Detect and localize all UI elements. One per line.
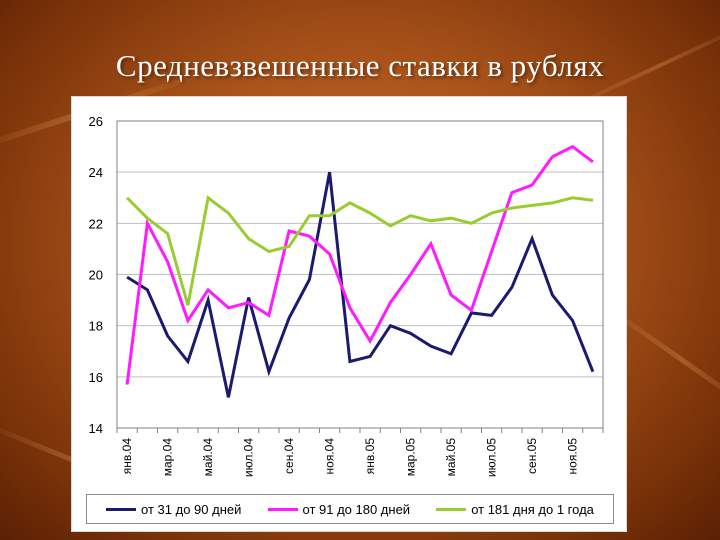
chart-legend: от 31 до 90 дней от 91 до 180 дней от 181 … bbox=[86, 494, 614, 524]
x-tick-label: мар.04 bbox=[161, 438, 175, 477]
x-tick-label: янв.04 bbox=[120, 438, 134, 475]
chart-container: 14 16 18 20 22 24 26 янв.04 мар.04 май.04 июл.04 се… bbox=[71, 96, 627, 532]
legend-swatch bbox=[436, 507, 467, 511]
slide-title: Средневзвешенные ставки в рублях bbox=[115, 48, 605, 83]
line-chart: 14 16 18 20 22 24 26 янв.04 мар.04 май.04 июл.04 се… bbox=[89, 114, 604, 477]
x-tick-label: янв.05 bbox=[363, 438, 377, 475]
x-tick-label: сен.05 bbox=[525, 438, 539, 474]
legend-label: от 181 дня до 1 года bbox=[471, 501, 594, 517]
series-line-1 bbox=[126, 171, 595, 398]
x-tick-label: май.04 bbox=[201, 438, 215, 477]
legend-label: от 91 до 180 дней bbox=[302, 501, 411, 517]
x-tick-label: июл.05 bbox=[485, 438, 499, 477]
legend-item-3: от 181 дня до 1 года bbox=[436, 502, 594, 517]
legend-swatch bbox=[106, 507, 137, 511]
y-tick-label: 24 bbox=[89, 165, 103, 180]
x-tick-label: июл.04 bbox=[242, 438, 256, 477]
y-tick-label: 26 bbox=[89, 114, 103, 129]
x-tick-label: ноя.05 bbox=[566, 438, 580, 475]
series-line-3 bbox=[126, 195, 594, 306]
legend-label: от 31 до 90 дней bbox=[141, 501, 242, 517]
y-tick-label: 16 bbox=[89, 370, 103, 385]
x-tick-label: сен.04 bbox=[282, 438, 296, 474]
x-tick-label: май.05 bbox=[444, 438, 458, 477]
y-tick-label: 20 bbox=[89, 268, 103, 283]
y-tick-label: 14 bbox=[89, 421, 103, 436]
x-tick-label: мар.05 bbox=[404, 438, 418, 477]
legend-item-2: от 91 до 180 дней bbox=[267, 501, 411, 517]
x-tick-label: ноя.04 bbox=[323, 438, 337, 475]
y-tick-label: 18 bbox=[89, 319, 103, 334]
legend-item-1: от 31 до 90 дней bbox=[106, 502, 241, 517]
legend-swatch bbox=[267, 507, 298, 511]
y-tick-label: 22 bbox=[89, 216, 103, 231]
series-line-2 bbox=[125, 144, 594, 385]
